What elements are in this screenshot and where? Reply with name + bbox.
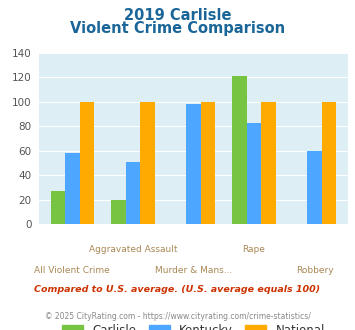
Bar (111, 200, 126, 224)
Text: Aggravated Assault: Aggravated Assault (89, 245, 177, 254)
Text: © 2025 CityRating.com - https://www.cityrating.com/crime-statistics/: © 2025 CityRating.com - https://www.city… (45, 312, 310, 321)
Bar (247, 123, 261, 224)
Text: Rape: Rape (242, 245, 266, 254)
Bar (322, 102, 337, 224)
Bar (126, 162, 140, 224)
Text: Murder & Mans...: Murder & Mans... (155, 266, 232, 275)
Text: Violent Crime Comparison: Violent Crime Comparison (70, 21, 285, 36)
Bar (201, 102, 215, 224)
Text: Robbery: Robbery (296, 266, 333, 275)
Text: 2019 Carlisle: 2019 Carlisle (124, 8, 231, 23)
Bar (232, 76, 247, 224)
Text: Compared to U.S. average. (U.S. average equals 100): Compared to U.S. average. (U.S. average … (34, 285, 321, 294)
Bar (80, 102, 94, 224)
Bar (261, 102, 276, 224)
Bar (50, 191, 65, 224)
Bar (65, 153, 80, 224)
Text: All Violent Crime: All Violent Crime (34, 266, 110, 275)
Bar (186, 104, 201, 224)
Bar (307, 151, 322, 224)
Legend: Carlisle, Kentucky, National: Carlisle, Kentucky, National (57, 319, 330, 330)
Bar (140, 102, 155, 224)
